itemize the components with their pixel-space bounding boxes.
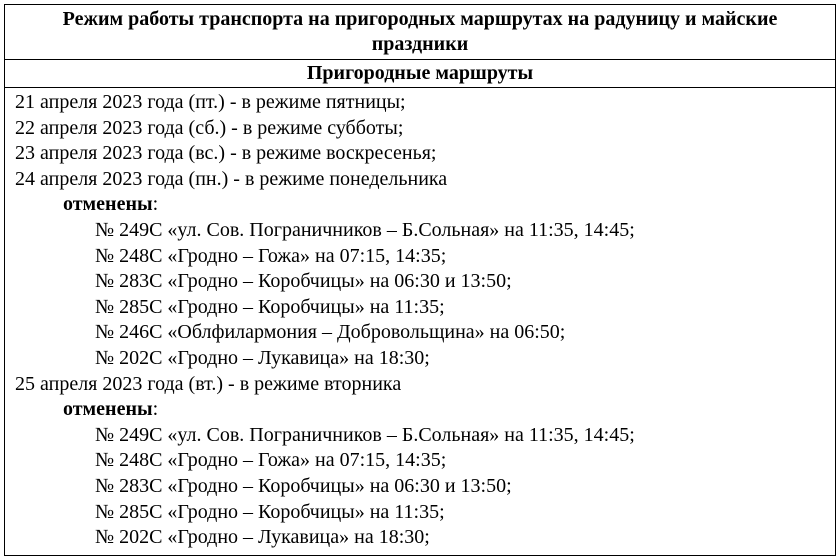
route-line: № 249С «ул. Сов. Пограничников – Б.Сольн…: [15, 423, 825, 449]
route-line: № 283С «Гродно – Коробчицы» на 06:30 и 1…: [15, 269, 825, 295]
route-line: № 283С «Гродно – Коробчицы» на 06:30 и 1…: [15, 474, 825, 500]
date-line: 25 апреля 2023 года (вт.) - в режиме вто…: [15, 372, 825, 398]
route-line: № 246С «Облфилармония – Добровольщина» н…: [15, 320, 825, 346]
cancelled-label: отменены:: [15, 192, 825, 218]
subtitle-text: Пригородные маршруты: [307, 62, 533, 84]
body-cell: 21 апреля 2023 года (пт.) - в режиме пят…: [5, 88, 835, 555]
cancelled-label: отменены:: [15, 397, 825, 423]
title-cell: Режим работы транспорта на пригородных м…: [5, 5, 835, 60]
date-line: 24 апреля 2023 года (пн.) - в режиме пон…: [15, 167, 825, 193]
subtitle-cell: Пригородные маршруты: [5, 60, 835, 88]
title-line-1: Режим работы транспорта на пригородных м…: [63, 8, 778, 30]
date-line: 22 апреля 2023 года (сб.) - в режиме суб…: [15, 116, 825, 142]
date-line: 23 апреля 2023 года (вс.) - в режиме вос…: [15, 141, 825, 167]
route-line: № 249С «ул. Сов. Пограничников – Б.Сольн…: [15, 218, 825, 244]
date-line: 21 апреля 2023 года (пт.) - в режиме пят…: [15, 90, 825, 116]
title-line-2: праздники: [372, 33, 469, 55]
route-line: № 202С «Гродно – Лукавица» на 18:30;: [15, 525, 825, 551]
route-line: № 202С «Гродно – Лукавица» на 18:30;: [15, 346, 825, 372]
route-line: № 248С «Гродно – Гожа» на 07:15, 14:35;: [15, 244, 825, 270]
route-line: № 285С «Гродно – Коробчицы» на 11:35;: [15, 295, 825, 321]
route-line: № 285С «Гродно – Коробчицы» на 11:35;: [15, 500, 825, 526]
schedule-table: Режим работы транспорта на пригородных м…: [4, 4, 836, 556]
route-line: № 248С «Гродно – Гожа» на 07:15, 14:35;: [15, 448, 825, 474]
